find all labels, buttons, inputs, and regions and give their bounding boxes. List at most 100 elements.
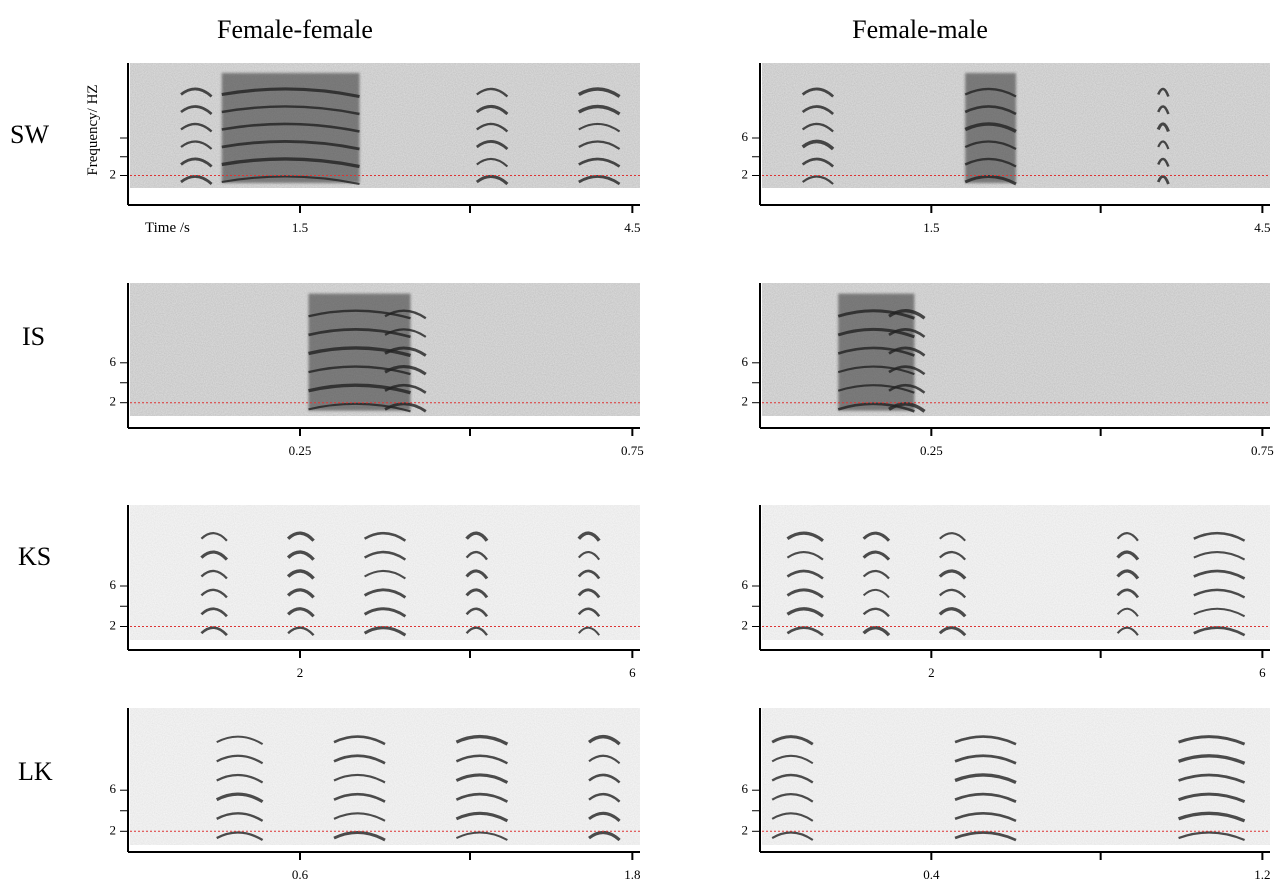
harmonic <box>888 383 926 394</box>
x-tick-label: 0.6 <box>292 867 309 882</box>
harmonic <box>180 105 213 116</box>
harmonic <box>363 626 407 637</box>
x-tick-label: 1.5 <box>923 220 939 235</box>
spectrogram-noise <box>762 505 1270 640</box>
harmonic <box>180 140 213 150</box>
harmonic <box>964 105 1017 116</box>
harmonic <box>455 734 509 746</box>
harmonic <box>578 175 621 186</box>
harmonic <box>862 550 891 561</box>
y-tick-label: 2 <box>742 822 749 837</box>
harmonic <box>308 383 411 395</box>
harmonic <box>363 531 407 542</box>
harmonic <box>837 327 915 339</box>
x-tick-label: 0.75 <box>621 443 644 458</box>
harmonic <box>964 140 1017 150</box>
harmonic <box>1157 87 1170 97</box>
x-tick-label: 1.5 <box>292 220 308 235</box>
harmonic <box>837 346 915 357</box>
harmonic <box>476 122 509 133</box>
harmonic <box>888 402 926 413</box>
y-tick-label: 6 <box>742 577 749 592</box>
harmonic <box>888 365 926 376</box>
harmonic <box>1177 754 1246 765</box>
harmonic <box>964 174 1017 186</box>
harmonic <box>216 831 264 842</box>
harmonic <box>588 773 621 784</box>
spectrogram-panel: 6 2 2 6 <box>742 505 1270 680</box>
y-tick-label: 2 <box>110 166 117 181</box>
harmonic <box>1157 157 1170 167</box>
harmonic <box>888 346 926 357</box>
y-tick-label: 2 <box>742 394 749 409</box>
harmonic <box>1193 531 1246 542</box>
harmonic <box>216 812 264 822</box>
harmonic <box>308 402 411 413</box>
x-tick-label: 0.4 <box>923 867 940 882</box>
harmonic <box>1116 607 1139 617</box>
harmonic <box>221 157 360 169</box>
harmonic <box>954 754 1017 765</box>
harmonic <box>1116 626 1139 636</box>
spectrogram-noise <box>130 708 640 845</box>
harmonic <box>771 831 814 841</box>
row-label: SW <box>10 120 49 149</box>
harmonic <box>801 175 834 185</box>
harmonic <box>954 792 1017 803</box>
x-tick-label: 2 <box>928 665 935 680</box>
harmonic <box>200 588 228 599</box>
harmonic <box>862 588 890 599</box>
harmonic <box>180 175 213 186</box>
harmonic <box>455 754 509 765</box>
harmonic <box>384 309 427 320</box>
harmonic <box>200 626 228 637</box>
harmonic <box>1116 532 1139 542</box>
harmonic <box>786 569 824 580</box>
spectrogram-panel: 6 2 2 6 <box>110 505 640 680</box>
harmonic <box>333 735 386 746</box>
harmonic <box>1157 140 1170 150</box>
harmonic <box>475 175 509 186</box>
x-tick-label: 6 <box>629 665 636 680</box>
harmonic <box>938 569 967 580</box>
harmonic <box>1193 588 1246 599</box>
harmonic <box>577 607 601 618</box>
harmonic <box>1193 551 1246 561</box>
harmonic <box>1156 175 1170 185</box>
harmonic <box>771 735 814 746</box>
harmonic <box>455 811 509 823</box>
harmonic <box>1156 122 1170 133</box>
harmonic <box>308 365 411 376</box>
harmonic <box>286 588 315 599</box>
harmonic <box>216 754 264 765</box>
harmonic <box>588 754 621 765</box>
harmonic <box>578 122 621 133</box>
harmonic <box>801 139 835 151</box>
row-label: LK <box>18 757 53 786</box>
harmonic <box>465 607 489 618</box>
harmonic <box>465 626 488 636</box>
harmonic <box>1178 735 1246 746</box>
harmonic <box>200 569 228 580</box>
harmonic <box>939 532 966 542</box>
harmonic <box>577 104 621 116</box>
harmonic <box>888 328 926 338</box>
harmonic <box>455 831 508 841</box>
harmonic <box>308 346 411 358</box>
harmonic <box>384 383 427 394</box>
harmonic <box>364 569 406 580</box>
harmonic <box>180 157 213 168</box>
harmonic <box>771 773 814 784</box>
x-tick-label: 2 <box>297 665 304 680</box>
harmonic <box>801 157 835 168</box>
harmonic <box>588 831 621 842</box>
y-tick-label: 6 <box>742 354 749 369</box>
harmonic <box>939 550 967 561</box>
harmonic <box>221 140 360 151</box>
harmonic <box>221 87 360 99</box>
harmonic <box>771 793 814 803</box>
harmonic <box>333 831 386 842</box>
harmonic <box>954 831 1017 842</box>
harmonic <box>216 735 264 745</box>
spectrogram-noise <box>130 63 640 188</box>
